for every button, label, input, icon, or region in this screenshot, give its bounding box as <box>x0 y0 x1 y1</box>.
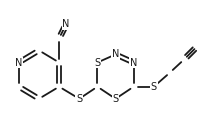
Text: S: S <box>76 94 82 104</box>
Text: N: N <box>15 58 22 67</box>
Text: N: N <box>130 58 137 67</box>
Text: S: S <box>94 58 100 67</box>
Text: S: S <box>112 94 119 104</box>
Text: N: N <box>112 49 119 59</box>
Text: S: S <box>151 82 157 92</box>
Text: N: N <box>63 19 70 29</box>
